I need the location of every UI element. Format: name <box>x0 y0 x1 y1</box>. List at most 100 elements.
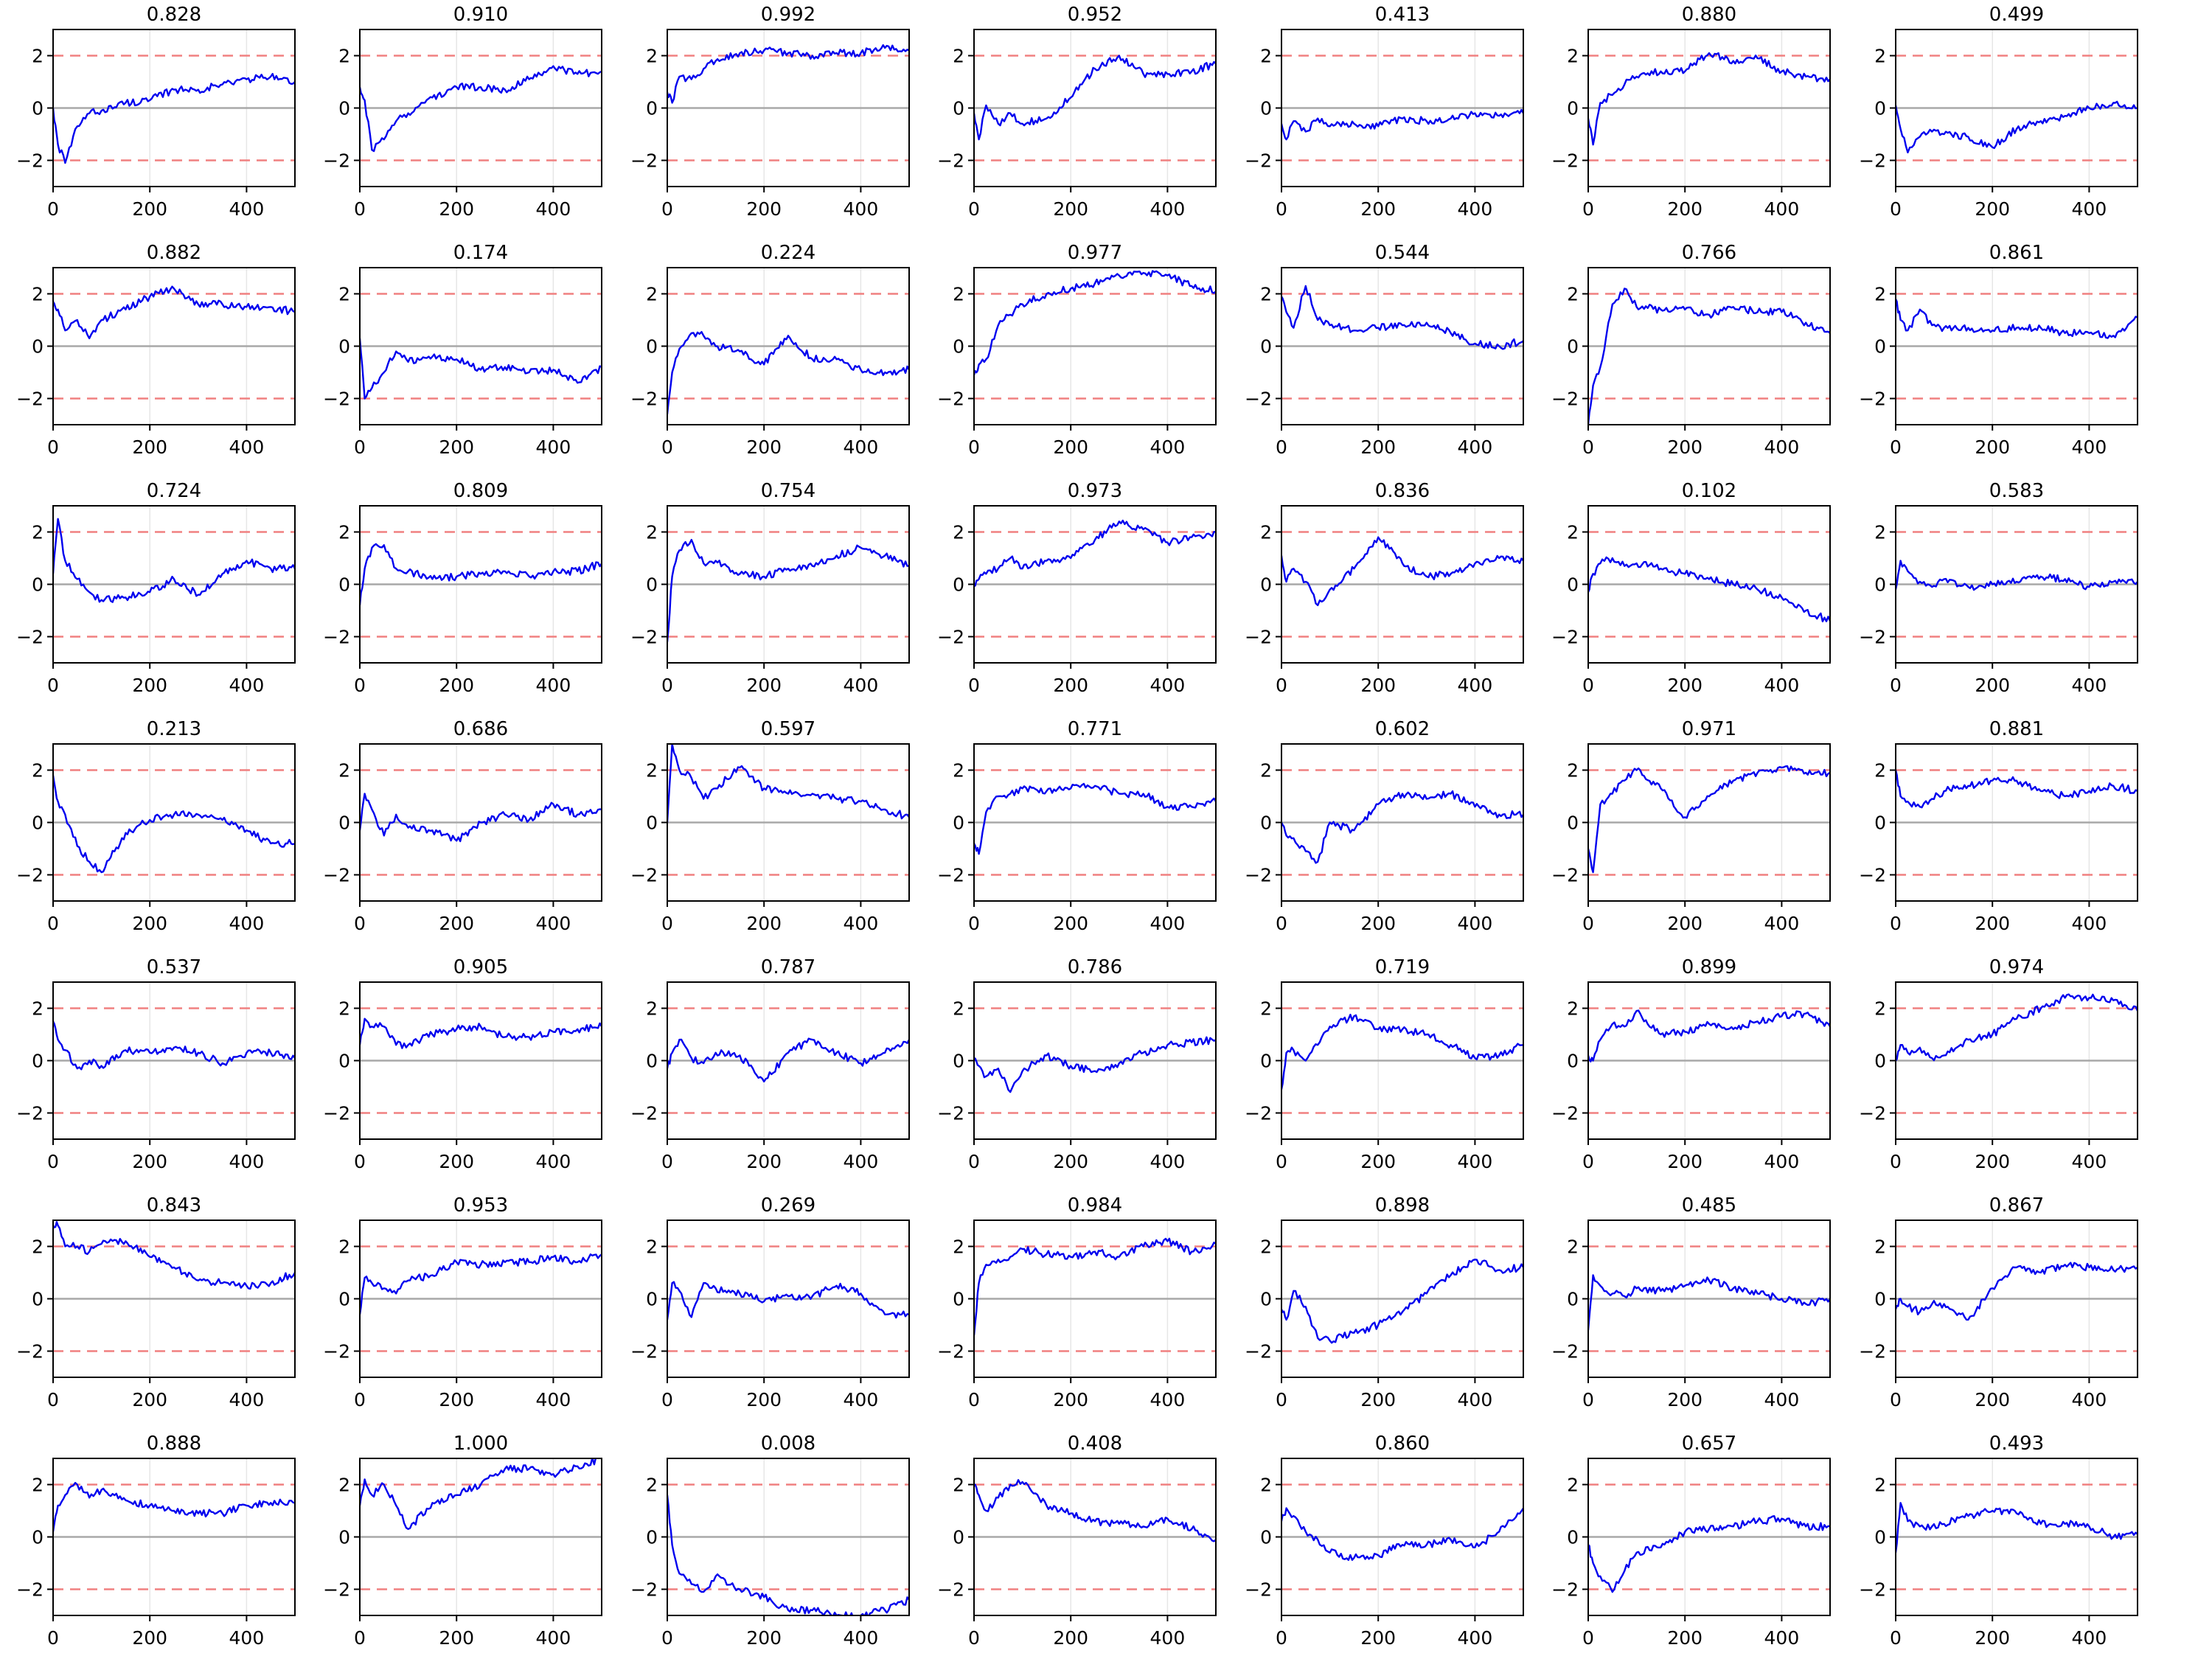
y-tick-label: 2 <box>1260 522 1272 543</box>
x-tick-label: 400 <box>2072 1389 2107 1410</box>
y-tick-label: 0 <box>1567 1527 1579 1548</box>
y-tick-label: 2 <box>953 998 964 1020</box>
x-tick-label: 0 <box>661 1627 673 1649</box>
y-tick-label: 0 <box>1260 1527 1272 1548</box>
y-tick-label: −2 <box>16 1103 44 1124</box>
y-tick-label: 2 <box>1874 284 1886 305</box>
x-tick-label: 0 <box>47 1389 59 1410</box>
y-tick-label: 2 <box>646 1475 658 1496</box>
series-line <box>974 519 1216 587</box>
y-tick-label: 0 <box>32 1289 44 1310</box>
y-tick-label: 2 <box>32 1475 44 1496</box>
x-tick-label: 200 <box>1667 1389 1703 1410</box>
series-line <box>974 782 1216 855</box>
x-tick-label: 400 <box>1764 198 1800 220</box>
y-tick-label: 0 <box>1260 98 1272 119</box>
x-tick-label: 400 <box>1150 913 1186 934</box>
subplot-1: 0 200 400 −2 0 2 0.828 <box>16 4 296 220</box>
series-line <box>1588 288 1830 425</box>
y-tick-label: 0 <box>953 1527 964 1548</box>
y-tick-label: 2 <box>953 284 964 305</box>
x-tick-label: 200 <box>1053 675 1088 696</box>
y-tick-label: 0 <box>646 574 658 596</box>
panel-title: 0.881 <box>1989 718 2044 740</box>
panel-title: 0.861 <box>1989 242 2044 264</box>
panel-title: 0.973 <box>1068 480 1122 502</box>
y-tick-label: −2 <box>937 150 964 172</box>
y-tick-label: 0 <box>338 1289 350 1310</box>
x-tick-label: 0 <box>1890 675 1902 696</box>
y-tick-label: 0 <box>1874 1289 1886 1310</box>
y-tick-label: 0 <box>1567 1051 1579 1072</box>
y-tick-label: −2 <box>937 1103 964 1124</box>
y-tick-label: 0 <box>1567 1289 1579 1310</box>
subplot-16: 0 200 400 −2 0 2 0.809 <box>323 480 602 696</box>
x-tick-label: 400 <box>844 436 879 458</box>
x-tick-label: 400 <box>1150 436 1186 458</box>
x-tick-label: 200 <box>746 1627 782 1649</box>
x-tick-label: 200 <box>1360 436 1396 458</box>
y-tick-label: 0 <box>1260 336 1272 358</box>
y-tick-label: 2 <box>646 760 658 782</box>
x-tick-label: 400 <box>844 675 879 696</box>
x-tick-label: 0 <box>354 913 366 934</box>
x-tick-label: 200 <box>1360 198 1396 220</box>
x-tick-label: 200 <box>1053 436 1088 458</box>
y-tick-label: 0 <box>1874 813 1886 834</box>
y-tick-label: 0 <box>1260 1289 1272 1310</box>
y-tick-label: −2 <box>16 1341 44 1363</box>
y-tick-label: 0 <box>953 574 964 596</box>
y-tick-label: 2 <box>953 760 964 782</box>
x-tick-label: 200 <box>1975 675 2010 696</box>
y-tick-label: −2 <box>323 1103 350 1124</box>
series-line <box>667 538 909 642</box>
x-tick-label: 400 <box>1150 1627 1186 1649</box>
x-tick-label: 400 <box>844 1389 879 1410</box>
x-tick-label: 400 <box>536 675 571 696</box>
y-tick-label: 0 <box>338 98 350 119</box>
series-line <box>1588 1009 1830 1062</box>
x-tick-label: 0 <box>1890 1627 1902 1649</box>
y-tick-label: 2 <box>1567 522 1579 543</box>
panel-title: 0.499 <box>1989 4 2044 26</box>
x-tick-label: 0 <box>1276 1627 1287 1649</box>
y-tick-label: −2 <box>1859 627 1886 648</box>
y-tick-label: 2 <box>338 1475 350 1496</box>
panel-title: 0.882 <box>147 242 201 264</box>
subplot-21: 0 200 400 −2 0 2 0.583 <box>1859 480 2138 696</box>
y-tick-label: 2 <box>1567 284 1579 305</box>
x-tick-label: 400 <box>2072 913 2107 934</box>
y-tick-label: 2 <box>953 1236 964 1258</box>
panel-title: 0.602 <box>1375 718 1430 740</box>
x-tick-label: 0 <box>1582 1627 1594 1649</box>
y-tick-label: 0 <box>953 813 964 834</box>
panel-title: 0.174 <box>453 242 508 264</box>
series-line <box>360 1253 602 1315</box>
subplot-34: 0 200 400 −2 0 2 0.899 <box>1551 956 1831 1172</box>
series-line <box>1896 1262 2138 1321</box>
x-tick-label: 0 <box>47 675 59 696</box>
x-tick-label: 200 <box>1667 1151 1703 1172</box>
x-tick-label: 0 <box>968 1627 980 1649</box>
subplot-36: 0 200 400 −2 0 2 0.843 <box>16 1194 296 1410</box>
y-tick-label: 0 <box>32 574 44 596</box>
y-tick-label: 2 <box>338 760 350 782</box>
x-tick-label: 200 <box>1053 913 1088 934</box>
subplot-12: 0 200 400 −2 0 2 0.544 <box>1245 242 1524 458</box>
y-tick-label: −2 <box>1859 865 1886 886</box>
y-tick-label: −2 <box>1859 389 1886 410</box>
x-tick-label: 400 <box>1458 675 1493 696</box>
panel-title: 0.786 <box>1068 956 1122 978</box>
y-tick-label: −2 <box>1551 865 1579 886</box>
subplot-27: 0 200 400 −2 0 2 0.971 <box>1551 718 1831 934</box>
y-tick-label: 2 <box>1874 760 1886 782</box>
panel-title: 0.828 <box>147 4 201 26</box>
panel-title: 0.213 <box>147 718 201 740</box>
x-tick-label: 400 <box>2072 675 2107 696</box>
series-line <box>53 285 295 340</box>
y-tick-label: −2 <box>630 150 658 172</box>
x-tick-label: 200 <box>439 675 474 696</box>
series-line <box>1896 299 2138 339</box>
subplot-40: 0 200 400 −2 0 2 0.898 <box>1245 1194 1524 1410</box>
